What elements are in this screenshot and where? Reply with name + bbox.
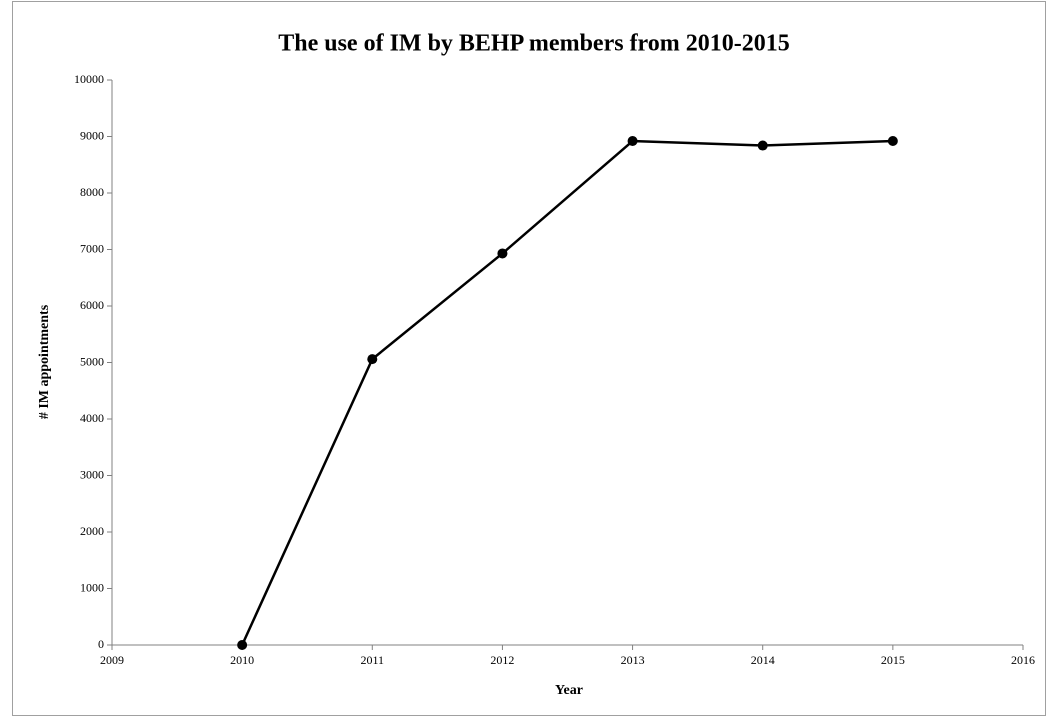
x-tick-label: 2015	[881, 653, 905, 667]
x-tick-label: 2012	[490, 653, 514, 667]
y-tick-label: 5000	[80, 354, 104, 368]
chart-border	[12, 1, 1046, 716]
x-tick-label: 2009	[100, 653, 124, 667]
y-axis-title: # IM appointments	[37, 304, 52, 419]
chart-title: The use of IM by BEHP members from 2010-…	[278, 31, 790, 57]
marker	[367, 354, 378, 365]
marker	[497, 248, 508, 259]
marker	[757, 140, 768, 151]
line	[241, 139, 893, 646]
x-axis-title: Year	[555, 683, 583, 698]
y-tick-label: 10000	[74, 72, 104, 86]
x-tick-label: 2013	[621, 653, 645, 667]
marker	[627, 136, 638, 147]
marker	[887, 136, 898, 147]
y-tick-label: 1000	[80, 580, 104, 594]
y-tick-label: 3000	[80, 467, 104, 481]
y-tick-label: 6000	[80, 298, 104, 312]
x-tick-label: 2011	[361, 653, 385, 667]
x-tick-label: 2016	[1011, 653, 1035, 667]
marker	[237, 640, 248, 650]
x-tick-label: 2014	[751, 653, 775, 667]
y-tick-label: 2000	[80, 524, 104, 538]
x-tick-label: 2010	[230, 653, 254, 667]
y-tick-label: 9000	[80, 128, 104, 142]
y-tick-label: 8000	[80, 185, 104, 199]
y-tick-label: 0	[98, 637, 104, 651]
y-tick-label: 7000	[80, 241, 104, 255]
y-tick-label: 4000	[80, 411, 104, 425]
